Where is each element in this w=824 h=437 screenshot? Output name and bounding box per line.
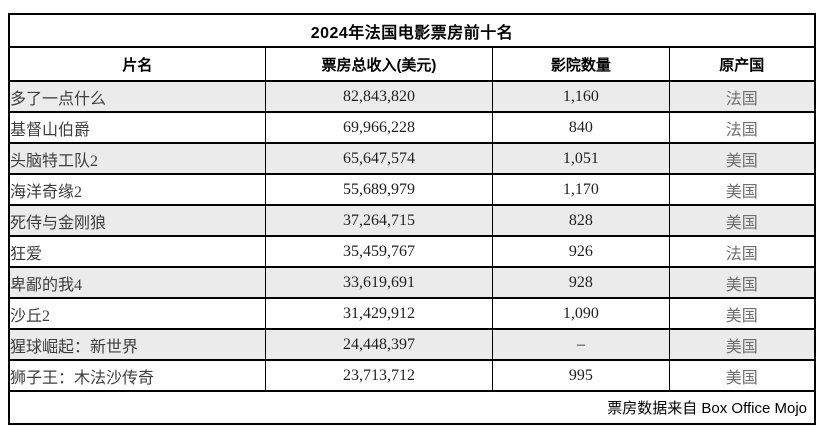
- film-title-cell: 死侍与金刚狼: [8, 204, 266, 237]
- col-header-film-title: 片名: [8, 46, 266, 82]
- gross-revenue-cell: 37,264,715: [264, 204, 494, 237]
- gross-revenue-cell: 23,713,712: [264, 359, 494, 392]
- gross-revenue-cell: 33,619,691: [264, 266, 494, 299]
- col-header-origin-country: 原产国: [668, 46, 816, 82]
- theater-count-cell: 1,090: [492, 297, 670, 330]
- theater-count-cell: 1,160: [492, 80, 670, 113]
- origin-country-cell: 法国: [668, 80, 816, 113]
- theater-count-cell: 828: [492, 204, 670, 237]
- origin-country-cell: 美国: [668, 266, 816, 299]
- origin-country-cell: 美国: [668, 359, 816, 392]
- table-row: 沙丘2 31,429,912 1,090 美国: [8, 297, 816, 330]
- table-title: 2024年法国电影票房前十名: [8, 13, 816, 48]
- gross-revenue-cell: 24,448,397: [264, 328, 494, 361]
- table-row: 海洋奇缘2 55,689,979 1,170 美国: [8, 173, 816, 206]
- gross-revenue-cell: 65,647,574: [264, 142, 494, 175]
- table-body: 2024年法国电影票房前十名 片名 票房总收入(美元) 影院数量 原产国 多了一…: [8, 13, 816, 425]
- table-title-row: 2024年法国电影票房前十名: [8, 13, 816, 48]
- film-title-cell: 海洋奇缘2: [8, 173, 266, 206]
- origin-country-cell: 美国: [668, 173, 816, 206]
- theater-count-cell: 1,170: [492, 173, 670, 206]
- gross-revenue-cell: 55,689,979: [264, 173, 494, 206]
- table-row: 狮子王：木法沙传奇 23,713,712 995 美国: [8, 359, 816, 392]
- film-title-cell: 头脑特工队2: [8, 142, 266, 175]
- origin-country-cell: 美国: [668, 328, 816, 361]
- film-title-cell: 狂爱: [8, 235, 266, 268]
- film-title-cell: 基督山伯爵: [8, 111, 266, 144]
- gross-revenue-cell: 69,966,228: [264, 111, 494, 144]
- table-row: 死侍与金刚狼 37,264,715 828 美国: [8, 204, 816, 237]
- origin-country-cell: 美国: [668, 142, 816, 175]
- theater-count-cell: 1,051: [492, 142, 670, 175]
- col-header-theater-count: 影院数量: [492, 46, 670, 82]
- data-source-note: 票房数据来自 Box Office Mojo: [8, 390, 816, 425]
- film-title-cell: 狮子王：木法沙传奇: [8, 359, 266, 392]
- gross-revenue-cell: 31,429,912: [264, 297, 494, 330]
- gross-revenue-cell: 82,843,820: [264, 80, 494, 113]
- table-header-row: 片名 票房总收入(美元) 影院数量 原产国: [8, 46, 816, 82]
- table-row: 多了一点什么 82,843,820 1,160 法国: [8, 80, 816, 113]
- theater-count-cell: 926: [492, 235, 670, 268]
- table-footer-row: 票房数据来自 Box Office Mojo: [8, 390, 816, 425]
- theater-count-cell: 840: [492, 111, 670, 144]
- theater-count-cell: 928: [492, 266, 670, 299]
- box-office-table: 2024年法国电影票房前十名 片名 票房总收入(美元) 影院数量 原产国 多了一…: [8, 13, 816, 425]
- theater-count-cell: –: [492, 328, 670, 361]
- origin-country-cell: 美国: [668, 204, 816, 237]
- box-office-table-container: 2024年法国电影票房前十名 片名 票房总收入(美元) 影院数量 原产国 多了一…: [8, 13, 816, 425]
- film-title-cell: 猩球崛起：新世界: [8, 328, 266, 361]
- theater-count-cell: 995: [492, 359, 670, 392]
- table-row: 狂爱 35,459,767 926 法国: [8, 235, 816, 268]
- origin-country-cell: 法国: [668, 235, 816, 268]
- table-row: 头脑特工队2 65,647,574 1,051 美国: [8, 142, 816, 175]
- col-header-total-gross: 票房总收入(美元): [264, 46, 494, 82]
- table-row: 猩球崛起：新世界 24,448,397 – 美国: [8, 328, 816, 361]
- film-title-cell: 卑鄙的我4: [8, 266, 266, 299]
- film-title-cell: 多了一点什么: [8, 80, 266, 113]
- film-title-cell: 沙丘2: [8, 297, 266, 330]
- table-row: 基督山伯爵 69,966,228 840 法国: [8, 111, 816, 144]
- gross-revenue-cell: 35,459,767: [264, 235, 494, 268]
- table-row: 卑鄙的我4 33,619,691 928 美国: [8, 266, 816, 299]
- origin-country-cell: 法国: [668, 111, 816, 144]
- origin-country-cell: 美国: [668, 297, 816, 330]
